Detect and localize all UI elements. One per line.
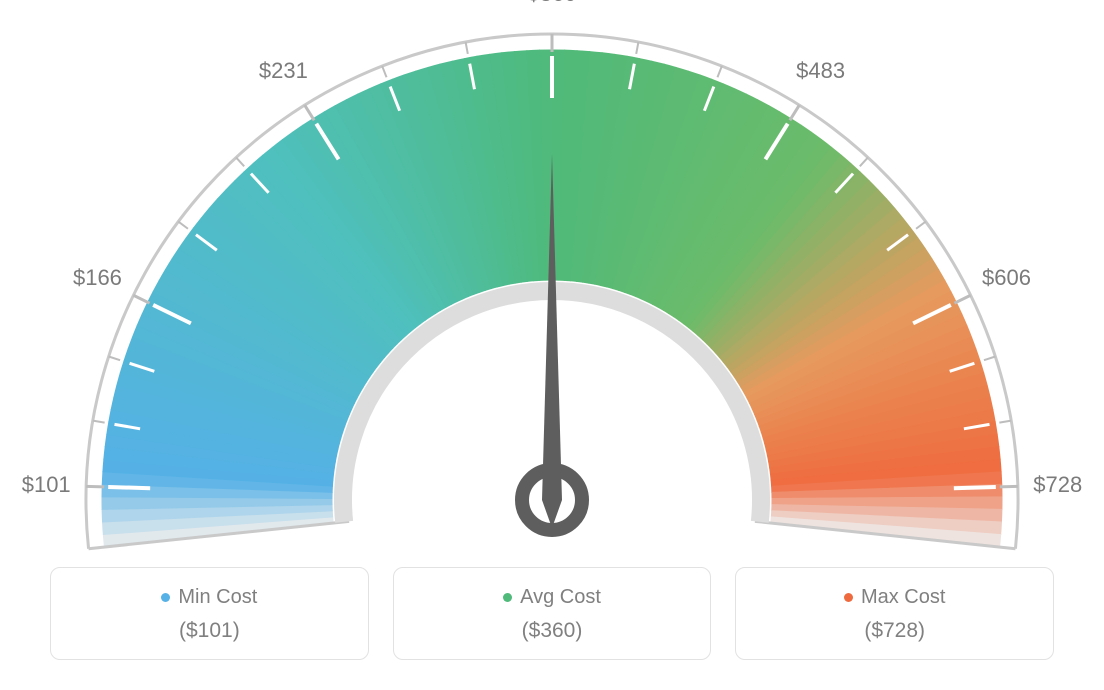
legend-value-min: ($101) (61, 619, 358, 643)
chart-container: $101 $166 $231 $360 $483 $606 $728 Min Cost ($… (0, 0, 1104, 690)
legend-title-text: Min Cost (178, 586, 257, 609)
gauge-tick-label: $166 (73, 265, 122, 291)
gauge-svg (0, 0, 1104, 560)
dot-icon (503, 593, 512, 602)
legend-title-avg: Avg Cost (503, 586, 601, 609)
legend-value-max: ($728) (746, 619, 1043, 643)
gauge-tick-label: $231 (259, 58, 308, 84)
legend-title-min: Min Cost (161, 586, 257, 609)
gauge-tick-label: $360 (528, 0, 577, 7)
gauge-chart: $101 $166 $231 $360 $483 $606 $728 (0, 0, 1104, 560)
legend-value-avg: ($360) (404, 619, 701, 643)
legend-title-max: Max Cost (844, 586, 945, 609)
gauge-tick-label: $606 (982, 265, 1031, 291)
legend-card-max: Max Cost ($728) (735, 567, 1054, 660)
legend-title-text: Avg Cost (520, 586, 601, 609)
dot-icon (844, 593, 853, 602)
legend-row: Min Cost ($101) Avg Cost ($360) Max Cost… (50, 567, 1054, 660)
gauge-tick-label: $101 (22, 472, 71, 498)
legend-card-min: Min Cost ($101) (50, 567, 369, 660)
legend-card-avg: Avg Cost ($360) (393, 567, 712, 660)
gauge-tick-label: $728 (1033, 472, 1082, 498)
gauge-tick-label: $483 (796, 58, 845, 84)
dot-icon (161, 593, 170, 602)
legend-title-text: Max Cost (861, 586, 945, 609)
